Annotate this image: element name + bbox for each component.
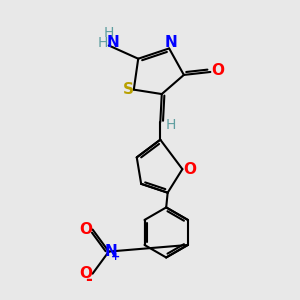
Text: N: N	[164, 35, 177, 50]
Text: -: -	[85, 271, 92, 289]
Text: H: H	[98, 35, 108, 50]
Text: N: N	[104, 244, 117, 259]
Text: H: H	[165, 118, 176, 132]
Text: O: O	[80, 266, 93, 281]
Text: O: O	[80, 222, 93, 237]
Text: +: +	[111, 252, 120, 262]
Text: O: O	[211, 63, 224, 78]
Text: H: H	[103, 26, 114, 40]
Text: S: S	[123, 82, 134, 97]
Text: O: O	[183, 162, 196, 177]
Text: N: N	[107, 35, 120, 50]
